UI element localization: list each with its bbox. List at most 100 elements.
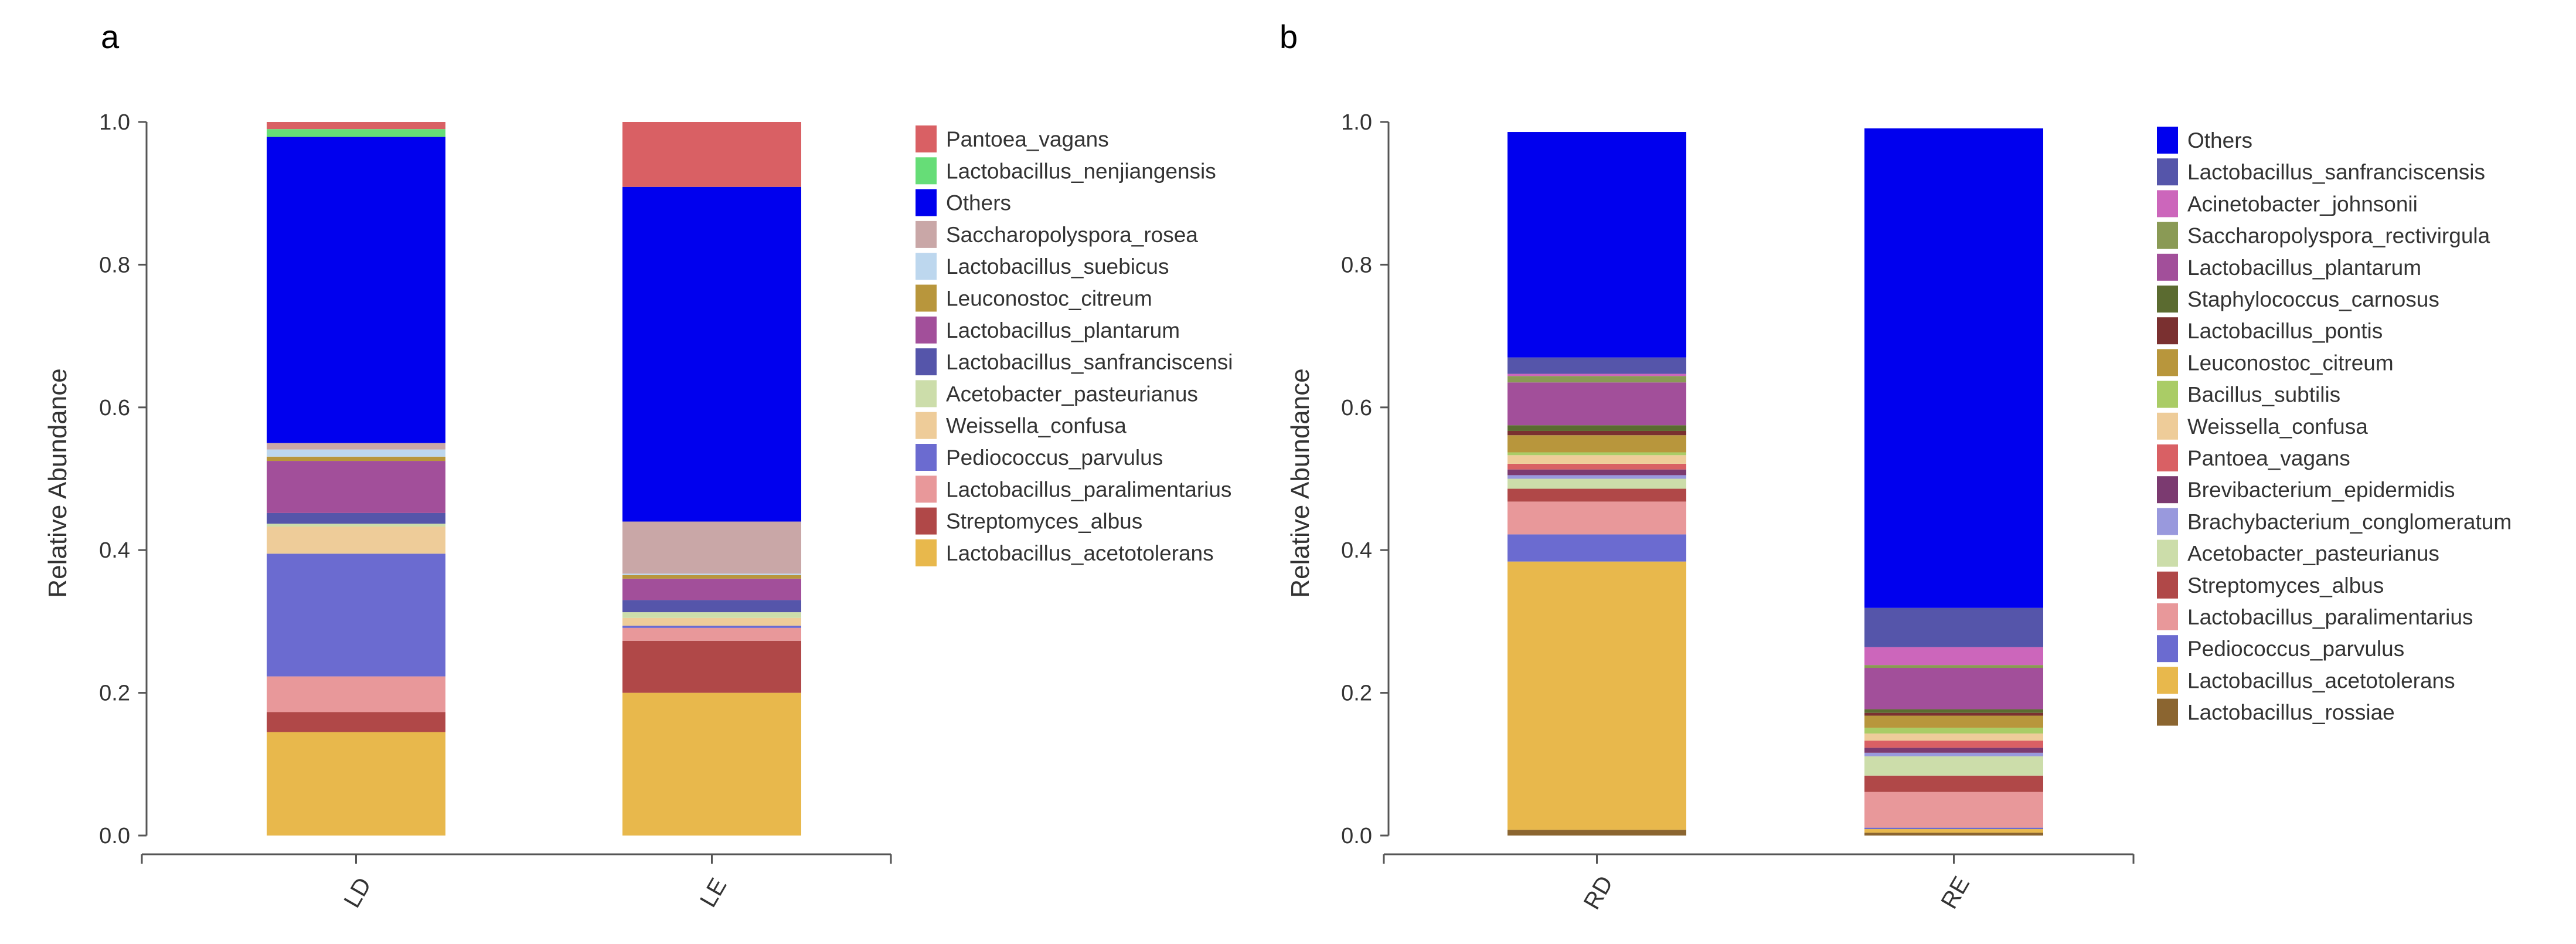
legend-label: Lactobacillus_suebicus bbox=[946, 254, 1169, 279]
x-tick-label: LD bbox=[339, 873, 376, 912]
legend-label: Lactobacillus_sanfranciscensis bbox=[2187, 160, 2485, 184]
bar-segment bbox=[1508, 534, 1686, 562]
y-tick-label: 0.0 bbox=[99, 824, 130, 848]
y-tick-label: 1.0 bbox=[99, 110, 130, 135]
bar-segment bbox=[1864, 728, 2043, 734]
legend-label: Lactobacillus_acetotolerans bbox=[2187, 668, 2455, 692]
legend-swatch bbox=[2157, 539, 2178, 567]
bar-segment bbox=[1508, 475, 1686, 479]
legend-swatch bbox=[2157, 444, 2178, 471]
legend-swatch bbox=[916, 476, 937, 503]
bar-segment bbox=[1864, 712, 2043, 716]
legend-swatch bbox=[916, 380, 937, 408]
legend-swatch bbox=[2157, 603, 2178, 630]
legend-swatch bbox=[916, 189, 937, 216]
legend-swatch bbox=[2157, 635, 2178, 663]
bar-segment bbox=[1508, 455, 1686, 464]
legend-label: Streptomyces_albus bbox=[2187, 573, 2384, 597]
legend-label: Acetobacter_pasteurianus bbox=[2187, 542, 2439, 566]
legend-swatch bbox=[2157, 190, 2178, 218]
bar-segment bbox=[1508, 501, 1686, 535]
legend-swatch bbox=[916, 412, 937, 439]
legend-label: Pantoea_vagans bbox=[946, 127, 1109, 151]
legend-swatch bbox=[2157, 317, 2178, 345]
bar-segment bbox=[622, 626, 801, 628]
bar-segment bbox=[267, 712, 445, 732]
bar-segment bbox=[267, 732, 445, 836]
y-tick-label: 0.0 bbox=[1341, 824, 1372, 848]
y-tick-label: 1.0 bbox=[1341, 110, 1372, 135]
legend-swatch bbox=[2157, 286, 2178, 313]
legend-label: Lactobacillus_pontis bbox=[2187, 319, 2383, 343]
legend-label: Brachybacterium_conglomeratum bbox=[2187, 510, 2512, 534]
legend-label: Lactobacillus_paralimentarius bbox=[946, 477, 1231, 501]
bar-segment bbox=[267, 443, 445, 450]
legend-label: Saccharopolyspora_rectivirgula bbox=[2187, 224, 2490, 248]
bar-segment bbox=[1508, 488, 1686, 502]
legend-swatch bbox=[916, 220, 937, 248]
bar-segment bbox=[1864, 715, 2043, 728]
bar-segment bbox=[622, 573, 801, 575]
bar-segment bbox=[1508, 132, 1686, 358]
bar-segment bbox=[1508, 376, 1686, 383]
bar-segment bbox=[622, 612, 801, 618]
legend-swatch bbox=[916, 348, 937, 376]
bar-segment bbox=[622, 627, 801, 641]
legend-swatch bbox=[916, 125, 937, 152]
bar-segment bbox=[1508, 435, 1686, 453]
bar-segment bbox=[1508, 430, 1686, 436]
legend-swatch bbox=[2157, 158, 2178, 186]
legend-swatch bbox=[2157, 412, 2178, 440]
legend-label: Weissella_confusa bbox=[946, 414, 1127, 438]
bar-segment bbox=[1508, 452, 1686, 456]
bar-segment bbox=[622, 617, 801, 626]
bar-segment bbox=[622, 186, 801, 522]
legend-label: Lactobacillus_plantarum bbox=[2187, 256, 2421, 280]
legend-label: Leuconostoc_citreum bbox=[2187, 351, 2394, 375]
legend-swatch bbox=[916, 444, 937, 471]
panel-a-y-axis-title: Relative Abundance bbox=[43, 368, 72, 597]
legend-swatch bbox=[2157, 698, 2178, 726]
legend-label: Acetobacter_pasteurianus bbox=[946, 382, 1198, 406]
bar-segment bbox=[1864, 665, 2043, 668]
legend-swatch bbox=[2157, 222, 2178, 249]
bar-segment bbox=[1864, 647, 2043, 665]
bar-segment bbox=[267, 456, 445, 461]
legend-swatch bbox=[916, 284, 937, 312]
legend-swatch bbox=[916, 316, 937, 344]
x-tick-label: RD bbox=[1579, 871, 1618, 914]
y-tick-label: 0.8 bbox=[1341, 253, 1372, 277]
y-tick-label: 0.6 bbox=[99, 396, 130, 420]
bar-segment bbox=[267, 554, 445, 677]
panel-a-chart: a Relative Abundance 0.0 0.2 0.4 0.6 0.8 1.0 L… bbox=[43, 18, 1233, 912]
bar-segment bbox=[267, 129, 445, 137]
bar-segment bbox=[1508, 478, 1686, 489]
bar-segment bbox=[622, 692, 801, 836]
legend-label: Pantoea_vagans bbox=[2187, 446, 2350, 470]
legend-swatch bbox=[916, 539, 937, 566]
legend-label: Lactobacillus_paralimentarius bbox=[2187, 605, 2473, 629]
bar-segment bbox=[267, 527, 445, 554]
bar-segment bbox=[267, 676, 445, 712]
legend-label: Leuconostoc_citreum bbox=[946, 287, 1152, 311]
bar-segment bbox=[1864, 607, 2043, 647]
bar-segment bbox=[1508, 373, 1686, 376]
legend-swatch bbox=[2157, 349, 2178, 376]
bar-segment bbox=[1508, 561, 1686, 830]
bar-segment bbox=[1864, 128, 2043, 608]
bar-segment bbox=[1508, 830, 1686, 836]
bar-segment bbox=[1864, 833, 2043, 836]
bar-segment bbox=[267, 512, 445, 524]
legend-label: Pediococcus_parvulus bbox=[946, 446, 1163, 470]
legend-label: Acinetobacter_johnsonii bbox=[2187, 192, 2418, 216]
legend-swatch bbox=[2157, 253, 2178, 281]
legend-label: Weissella_confusa bbox=[2187, 415, 2368, 439]
legend-label: Lactobacillus_plantarum bbox=[946, 318, 1180, 342]
bar-segment bbox=[622, 575, 801, 579]
bar-segment bbox=[1864, 733, 2043, 741]
bar-segment bbox=[1508, 382, 1686, 426]
legend-label: Saccharopolyspora_rosea bbox=[946, 223, 1198, 247]
legend-label: Others bbox=[2187, 128, 2252, 152]
legend-label: Lactobacillus_sanfranciscensi bbox=[946, 350, 1233, 374]
